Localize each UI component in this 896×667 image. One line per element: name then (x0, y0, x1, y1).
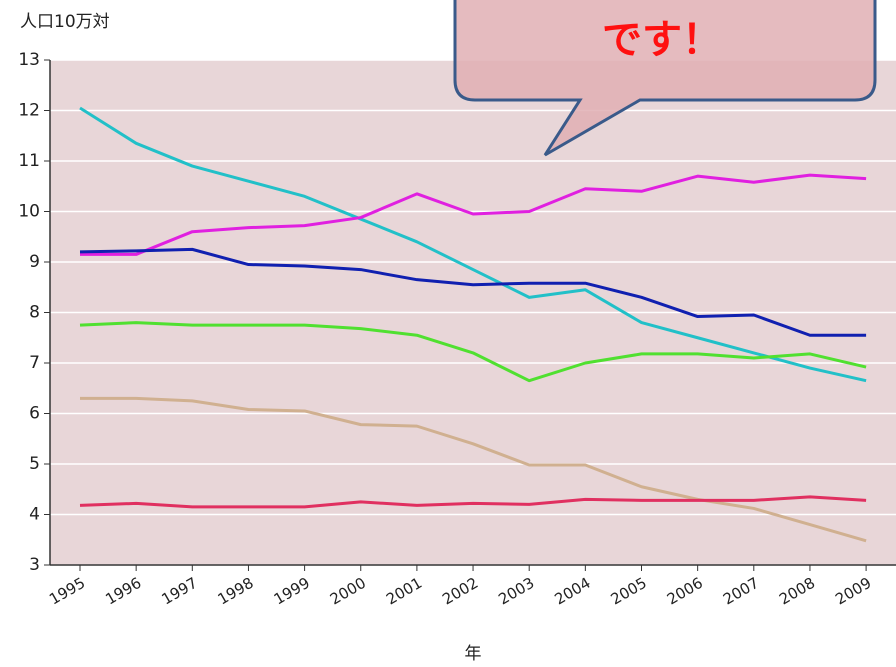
x-tick-label: 2003 (495, 574, 537, 609)
y-tick-label: 5 (29, 454, 40, 474)
callout-text: です！ (602, 17, 722, 63)
x-axis-label: 年 (465, 644, 482, 664)
y-tick-label: 10 (18, 202, 40, 222)
x-tick-label: 1999 (271, 574, 313, 609)
y-tick-label: 11 (18, 151, 40, 171)
x-tick-label: 1998 (215, 574, 257, 609)
x-tick-label: 2001 (383, 574, 425, 609)
x-tick-label: 1996 (102, 574, 144, 609)
x-tick-label: 2000 (327, 574, 369, 609)
x-tick-label: 2006 (664, 574, 706, 609)
y-tick-label: 13 (18, 50, 40, 70)
x-tick-label: 2005 (608, 574, 650, 609)
x-tick-label: 2007 (720, 574, 762, 609)
x-tick-label: 2009 (832, 574, 874, 609)
y-tick-label: 4 (29, 505, 40, 525)
y-tick-label: 8 (29, 303, 40, 323)
y-tick-label: 3 (29, 555, 40, 575)
x-tick-label: 1995 (46, 574, 88, 609)
x-tick-label: 2004 (552, 574, 594, 609)
chart: 人口10万対 年 です！ 3 4 5 6 7 8 9 10 11 12 13 1995 1996 1997… (0, 0, 896, 667)
y-axis-label: 人口10万対 (20, 12, 110, 32)
y-tick-label: 7 (29, 353, 40, 373)
y-tick-label: 9 (29, 252, 40, 272)
y-tick-label: 12 (18, 101, 40, 121)
x-tick-label: 1997 (158, 574, 200, 609)
x-tick-label: 2002 (439, 574, 481, 609)
y-tick-label: 6 (29, 404, 40, 424)
x-tick-label: 2008 (776, 574, 818, 609)
